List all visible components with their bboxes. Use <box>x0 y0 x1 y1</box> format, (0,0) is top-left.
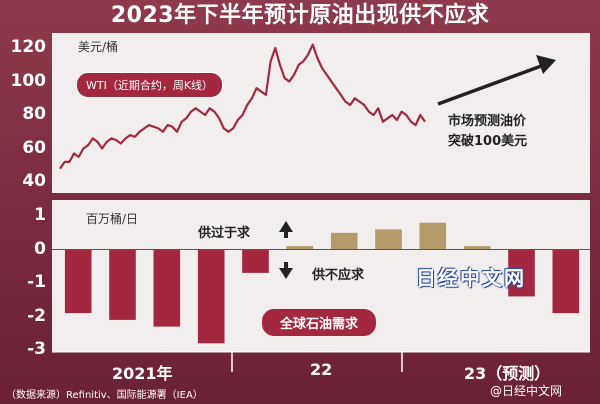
balance-bar-2022Q2 <box>286 246 314 250</box>
deficit-label: 供不应求 <box>312 268 365 283</box>
balance-y-tick: -1 <box>27 272 46 292</box>
wti-price-line <box>59 43 426 170</box>
balance-bar-2021Q3 <box>153 249 181 327</box>
balance-unit-label: 百万桶/日 <box>86 212 139 226</box>
balance-bar-2021Q2 <box>109 249 136 320</box>
forecast-arrow-head <box>536 55 556 74</box>
balance-bar-2022Q4 <box>375 229 402 250</box>
forecast-annotation-line1: 市场预测油价 <box>448 114 527 129</box>
surplus-label: 供过于求 <box>198 226 251 241</box>
price-panel <box>52 33 590 193</box>
x-label-22: 22 <box>310 360 333 379</box>
surplus-arrow-head <box>279 221 293 232</box>
forecast-annotation-line2: 突破100美元 <box>448 134 528 149</box>
price-unit-label: 美元/桶 <box>78 40 119 54</box>
balance-bar-2023Q1 <box>419 222 447 250</box>
balance-bar-2023Q4 <box>552 249 580 314</box>
x-label-2021: 2021年 <box>112 364 173 383</box>
price-y-tick: 80 <box>22 104 46 124</box>
wti-series-label: WTI（近期合约，周K线） <box>76 72 224 98</box>
balance-bar-2022Q3 <box>330 232 358 250</box>
demand-label: 全球石油需求 <box>262 309 377 336</box>
balance-bar-2021Q1 <box>64 249 92 314</box>
price-y-tick: 40 <box>22 171 46 191</box>
watermark: 日经中文网 <box>416 266 526 290</box>
balance-bar-2023Q3 <box>508 249 535 297</box>
price-y-tick: 120 <box>10 37 47 57</box>
balance-y-tick: 0 <box>34 238 46 259</box>
balance-bar-2022Q1 <box>242 249 269 273</box>
weibo-watermark: @日经中文网 <box>490 384 563 398</box>
balance-y-tick: 1 <box>34 205 46 225</box>
forecast-arrow-shaft <box>437 63 545 106</box>
x-label-23: 23（预测） <box>464 364 551 383</box>
balance-bar-2023Q2 <box>463 246 491 250</box>
source-note: （数据来源）Refinitiv、国际能源署（IEA） <box>6 390 203 401</box>
deficit-arrow-shaft <box>284 262 288 269</box>
balance-y-tick: -2 <box>27 305 46 326</box>
surplus-arrow-shaft <box>284 231 288 238</box>
balance-bar-2021Q4 <box>197 249 225 344</box>
price-y-tick: 60 <box>22 137 46 158</box>
price-y-tick: 100 <box>10 70 47 91</box>
balance-y-tick: -3 <box>27 339 46 359</box>
deficit-arrow-head <box>279 268 293 279</box>
chart-title: 2023年下半年预计原油出现供不应求 <box>110 3 490 28</box>
